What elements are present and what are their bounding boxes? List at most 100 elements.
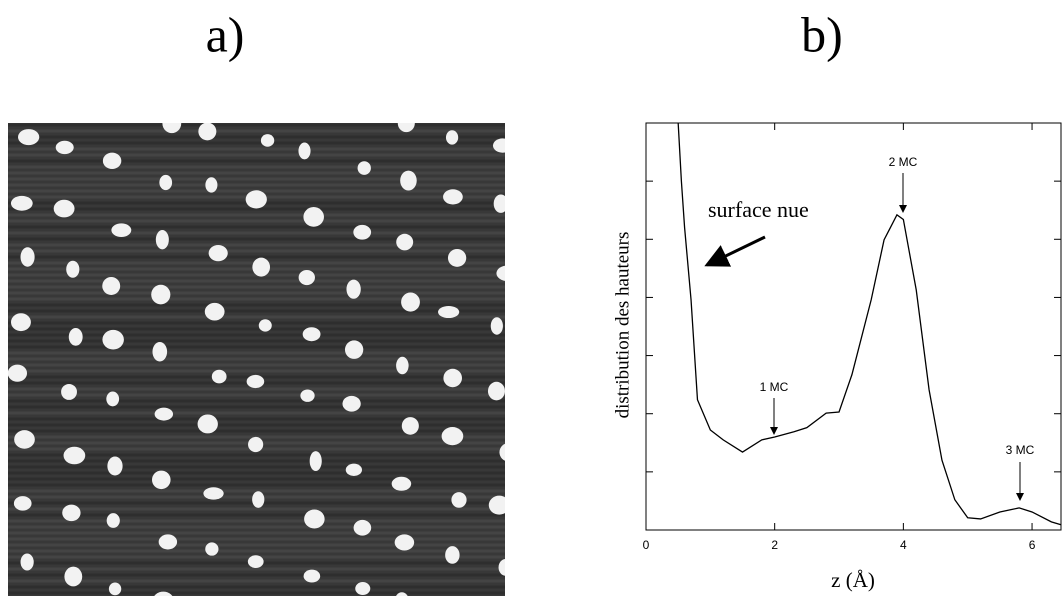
island	[61, 383, 77, 400]
island	[401, 417, 419, 435]
island	[394, 534, 415, 551]
island	[401, 292, 420, 312]
x-tick-label: 4	[900, 538, 907, 552]
island	[252, 491, 265, 508]
island	[496, 265, 505, 281]
island	[445, 130, 459, 145]
island	[8, 364, 28, 382]
island	[53, 199, 75, 218]
island	[64, 566, 83, 587]
island	[205, 542, 219, 556]
island	[203, 487, 224, 500]
island	[247, 555, 264, 569]
island	[391, 476, 412, 491]
island	[248, 436, 264, 453]
island	[490, 317, 503, 335]
island	[451, 492, 467, 508]
island	[346, 279, 361, 299]
island	[498, 558, 505, 576]
island	[154, 591, 173, 596]
island	[62, 504, 81, 522]
island	[152, 341, 168, 362]
island	[211, 369, 227, 384]
island	[309, 451, 322, 472]
island	[20, 247, 35, 267]
island	[298, 269, 315, 286]
island	[102, 276, 121, 295]
island	[443, 189, 463, 205]
island	[355, 582, 371, 596]
island	[159, 174, 173, 191]
island	[198, 123, 217, 141]
island	[345, 463, 363, 476]
island	[63, 446, 86, 465]
island	[396, 356, 409, 375]
island	[260, 134, 275, 147]
island	[208, 244, 228, 262]
island	[252, 257, 271, 277]
island	[151, 470, 171, 490]
island	[499, 443, 505, 461]
island	[357, 161, 371, 175]
annotation: 1 MC	[760, 380, 789, 394]
island	[14, 430, 35, 449]
data-line	[677, 122, 1062, 526]
island	[492, 138, 505, 153]
island	[303, 569, 321, 583]
annotation: 3 MC	[1006, 443, 1035, 457]
island	[397, 123, 415, 133]
island	[68, 327, 83, 346]
island	[107, 456, 123, 476]
island	[20, 553, 34, 571]
island	[493, 194, 505, 213]
island	[302, 327, 321, 342]
island	[55, 140, 74, 155]
island	[154, 407, 174, 421]
island	[300, 389, 315, 402]
island	[304, 509, 325, 529]
annotation: surface nue	[708, 197, 809, 222]
island	[102, 152, 122, 170]
island	[258, 319, 272, 332]
island	[245, 190, 267, 209]
island	[106, 391, 120, 407]
x-tick-label: 2	[771, 538, 778, 552]
island	[353, 519, 372, 536]
island	[396, 592, 408, 596]
island	[447, 248, 467, 267]
island	[441, 427, 464, 446]
x-tick-label: 0	[643, 538, 650, 552]
island	[344, 340, 364, 359]
island	[66, 260, 80, 278]
island	[10, 313, 31, 332]
stm-image	[8, 123, 505, 596]
island	[487, 381, 505, 401]
island	[197, 414, 218, 434]
island	[438, 306, 460, 319]
y-axis-label: distribution des hauteurs	[612, 232, 633, 419]
island	[158, 534, 178, 550]
island	[342, 395, 361, 412]
island	[445, 546, 460, 564]
island	[303, 207, 324, 227]
island	[18, 129, 40, 146]
x-tick-label: 6	[1029, 538, 1036, 552]
island	[246, 374, 265, 389]
island	[155, 229, 169, 250]
island	[108, 582, 122, 596]
island	[13, 496, 32, 511]
island	[443, 368, 462, 388]
annotation: 2 MC	[889, 155, 918, 169]
island	[151, 284, 171, 305]
island	[396, 233, 414, 251]
island	[400, 170, 417, 191]
island	[204, 302, 225, 321]
island	[298, 142, 311, 160]
island	[106, 513, 120, 528]
island	[162, 123, 182, 134]
island	[10, 195, 33, 211]
panel-label: b)	[801, 6, 843, 62]
island	[353, 224, 372, 240]
